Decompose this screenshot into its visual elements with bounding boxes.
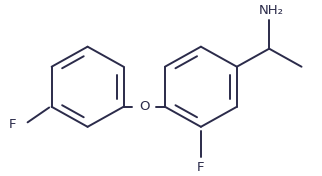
Text: F: F [197, 161, 205, 174]
Text: F: F [9, 118, 16, 131]
Text: O: O [139, 100, 149, 113]
Text: NH₂: NH₂ [258, 4, 283, 17]
